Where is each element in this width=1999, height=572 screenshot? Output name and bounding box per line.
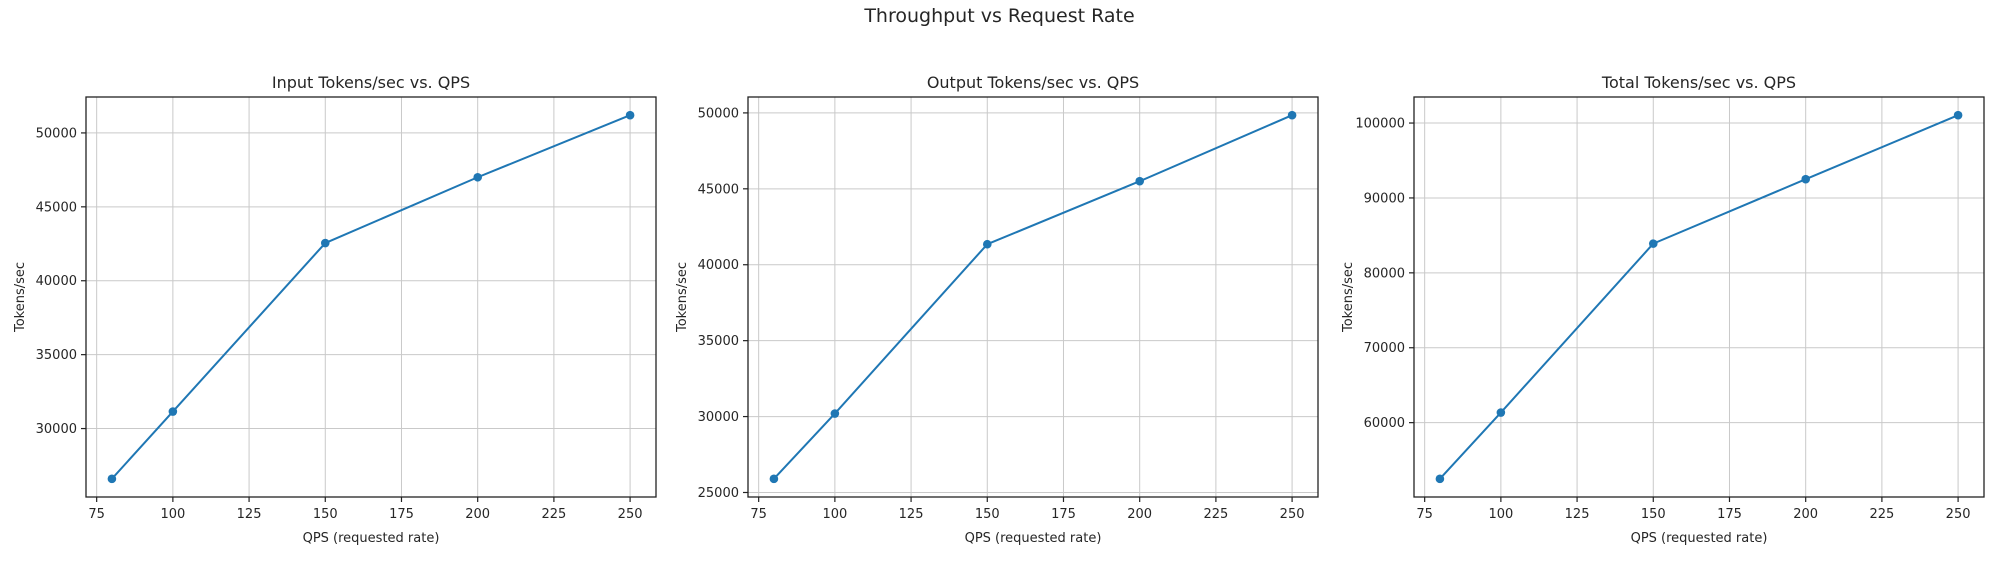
y-tick-label: 35000 xyxy=(698,334,739,349)
x-tick-label: 200 xyxy=(1127,507,1152,522)
output-tokens-chart: 75 100 125 150 175 200 225 250 25000 30000 35000 40… xyxy=(675,73,1319,546)
data-line xyxy=(111,114,631,480)
y-tick-label: 45000 xyxy=(36,200,77,215)
y-tick-label: 30000 xyxy=(36,422,77,437)
x-tick-label: 125 xyxy=(899,507,924,522)
y-axis-label: Tokens/sec xyxy=(13,262,28,333)
input-tokens-chart: 75 100 125 150 175 200 225 250 30000 35000 40000 45… xyxy=(13,73,657,546)
x-tick-label: 150 xyxy=(313,507,338,522)
data-line xyxy=(773,114,1293,480)
x-tick-label: 150 xyxy=(975,507,1000,522)
plot-frame xyxy=(85,96,657,498)
y-tick-label: 80000 xyxy=(1364,266,1405,281)
x-tick-label: 200 xyxy=(465,507,490,522)
y-tick-label: 100000 xyxy=(1355,117,1405,132)
data-point xyxy=(1287,110,1297,120)
x-tick-label: 225 xyxy=(1869,507,1894,522)
data-point xyxy=(1135,176,1144,186)
chart-title: Input Tokens/sec vs. QPS xyxy=(272,73,470,92)
data-point xyxy=(769,474,779,484)
y-tick-label: 40000 xyxy=(698,258,739,273)
y-tick-label: 50000 xyxy=(698,106,739,121)
y-axis-label: Tokens/sec xyxy=(1341,262,1356,333)
y-tick-label: 30000 xyxy=(698,410,739,425)
x-tick-label: 250 xyxy=(1280,507,1305,522)
data-point xyxy=(1648,239,1658,248)
chart-title: Output Tokens/sec vs. QPS xyxy=(927,73,1139,92)
plot-frame xyxy=(747,96,1319,498)
y-tick-label: 45000 xyxy=(698,182,739,197)
y-tick-label: 70000 xyxy=(1364,341,1405,356)
data-point xyxy=(830,409,840,418)
y-tick-label: 40000 xyxy=(36,274,77,289)
x-tick-label: 100 xyxy=(160,507,185,522)
data-point xyxy=(107,474,117,484)
y-tick-label: 90000 xyxy=(1364,191,1405,206)
data-point xyxy=(473,172,482,182)
data-point xyxy=(982,239,992,249)
x-tick-label: 175 xyxy=(389,507,414,522)
figure-title: Throughput vs Request Rate xyxy=(864,5,1135,27)
x-tick-label: 250 xyxy=(1946,507,1971,522)
data-point xyxy=(1496,408,1506,417)
x-tick-label: 200 xyxy=(1793,507,1818,522)
y-tick-label: 25000 xyxy=(698,486,739,501)
y-tick-label: 50000 xyxy=(36,126,77,141)
x-tick-label: 75 xyxy=(1416,507,1433,522)
data-point xyxy=(1435,474,1445,484)
x-tick-label: 75 xyxy=(750,507,767,522)
x-axis-label: QPS (requested rate) xyxy=(1631,531,1768,546)
x-tick-label: 150 xyxy=(1641,507,1666,522)
y-tick-label: 35000 xyxy=(36,348,77,363)
data-point xyxy=(625,110,635,120)
data-point xyxy=(1953,110,1963,120)
x-tick-label: 100 xyxy=(1488,507,1513,522)
x-tick-label: 175 xyxy=(1717,507,1742,522)
data-point xyxy=(320,238,330,248)
x-tick-label: 75 xyxy=(88,507,105,522)
x-tick-label: 125 xyxy=(1565,507,1590,522)
chart-title: Total Tokens/sec vs. QPS xyxy=(1601,73,1796,92)
y-tick-label: 60000 xyxy=(1364,416,1405,431)
x-tick-label: 225 xyxy=(1203,507,1228,522)
data-line xyxy=(1439,114,1959,480)
x-axis-label: QPS (requested rate) xyxy=(965,531,1102,546)
data-point xyxy=(168,407,178,416)
x-tick-label: 225 xyxy=(541,507,566,522)
y-axis-label: Tokens/sec xyxy=(675,262,690,333)
plot-frame xyxy=(1413,96,1985,498)
x-tick-label: 250 xyxy=(618,507,643,522)
x-tick-label: 125 xyxy=(237,507,262,522)
x-tick-label: 175 xyxy=(1051,507,1076,522)
data-point xyxy=(1801,174,1810,184)
x-tick-label: 100 xyxy=(822,507,847,522)
total-tokens-chart: 75 100 125 150 175 200 225 250 60000 70000 80000 90… xyxy=(1341,73,1985,546)
x-axis-label: QPS (requested rate) xyxy=(303,531,440,546)
